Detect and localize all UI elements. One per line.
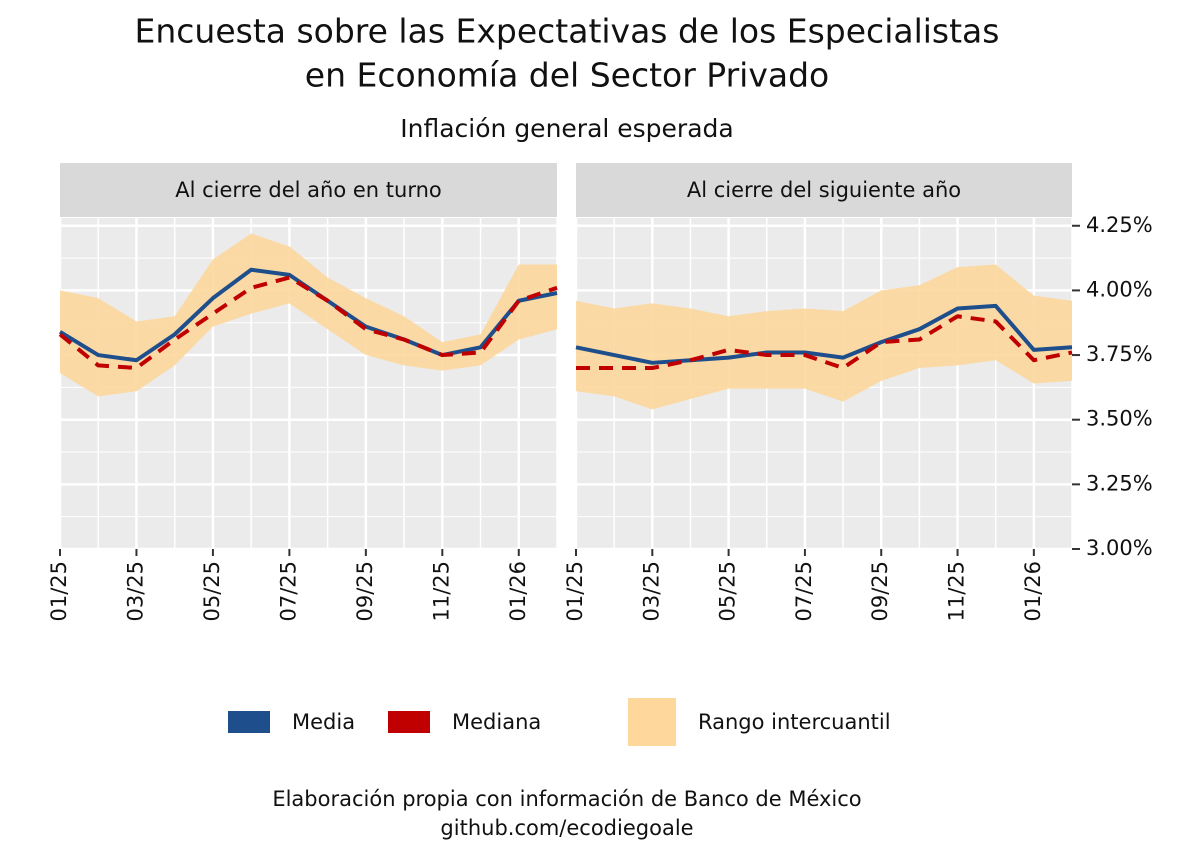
- x-tick-label: 07/25: [276, 561, 300, 622]
- x-tick-label: 11/25: [945, 561, 969, 622]
- x-tick-label: 09/25: [868, 561, 892, 622]
- iqr-band: [60, 233, 557, 397]
- y-tick-label: 4.00%: [1086, 277, 1153, 301]
- x-tick-label: 01/26: [506, 561, 530, 622]
- legend-key: [388, 711, 430, 733]
- x-tick-label: 01/25: [563, 561, 587, 622]
- x-tick-label: 05/25: [200, 561, 224, 622]
- series-line: [576, 314, 1073, 370]
- y-tick-label: 4.25%: [1086, 213, 1153, 237]
- legend-key: [628, 698, 676, 746]
- x-tick-label: 01/25: [47, 561, 71, 622]
- y-tick-label: 3.00%: [1086, 536, 1153, 560]
- chart-title: en Economía del Sector Privado: [305, 56, 829, 95]
- x-tick-label: 11/25: [429, 561, 453, 622]
- legend-label: Rango intercuantil: [698, 710, 891, 734]
- legend-label: Media: [292, 710, 355, 734]
- series-line: [575, 303, 1073, 365]
- x-tick-label: 05/25: [716, 561, 740, 622]
- series-line: [58, 275, 558, 370]
- strip: [576, 163, 1072, 217]
- legend-key: [228, 711, 270, 733]
- strip-title: Al cierre del siguiente año: [687, 178, 961, 202]
- iqr-band: [576, 264, 1072, 410]
- caption: github.com/ecodiegoale: [440, 816, 693, 840]
- x-tick-label: 09/25: [353, 561, 377, 622]
- x-tick-label: 03/25: [123, 561, 147, 622]
- y-tick-label: 3.25%: [1086, 471, 1153, 495]
- x-tick-label: 01/26: [1021, 561, 1045, 622]
- strip-title: Al cierre del año en turno: [175, 178, 442, 202]
- y-tick-label: 3.75%: [1086, 342, 1153, 366]
- chart-subtitle: Inflación general esperada: [400, 114, 733, 143]
- legend-label: Mediana: [452, 710, 541, 734]
- x-tick-label: 07/25: [792, 561, 816, 622]
- caption: Elaboración propia con información de Ba…: [272, 787, 861, 811]
- x-tick-label: 03/25: [639, 561, 663, 622]
- chart-title: Encuesta sobre las Expectativas de los E…: [135, 12, 1000, 51]
- strip: [60, 163, 557, 217]
- y-tick-label: 3.50%: [1086, 407, 1153, 431]
